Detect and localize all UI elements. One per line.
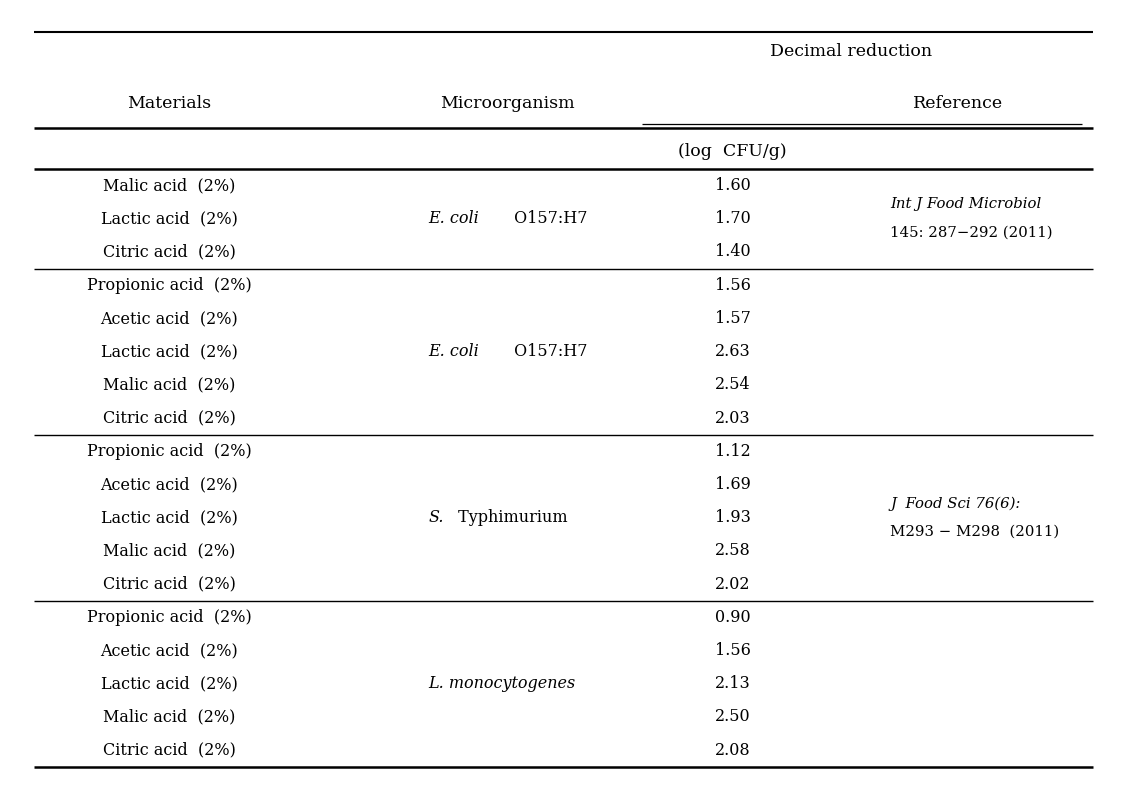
Text: 2.50: 2.50 — [715, 709, 751, 725]
Text: 2.03: 2.03 — [715, 410, 751, 426]
Text: Microorganism: Microorganism — [440, 95, 575, 112]
Text: 1.40: 1.40 — [715, 244, 751, 261]
Text: 1.69: 1.69 — [715, 476, 751, 493]
Text: 0.90: 0.90 — [715, 609, 751, 626]
Text: Citric acid  (2%): Citric acid (2%) — [103, 244, 236, 261]
Text: Propionic acid  (2%): Propionic acid (2%) — [87, 277, 251, 293]
Text: 1.56: 1.56 — [715, 642, 751, 659]
Text: (log  CFU/g): (log CFU/g) — [678, 143, 787, 160]
Text: Citric acid  (2%): Citric acid (2%) — [103, 410, 236, 426]
Text: L. monocytogenes: L. monocytogenes — [428, 675, 576, 692]
Text: E. coli: E. coli — [428, 210, 479, 227]
Text: M293 − M298  (2011): M293 − M298 (2011) — [890, 525, 1059, 539]
Text: Lactic acid  (2%): Lactic acid (2%) — [100, 509, 238, 526]
Text: O157:H7: O157:H7 — [509, 344, 588, 360]
Text: Malic acid  (2%): Malic acid (2%) — [103, 177, 236, 194]
Text: Acetic acid  (2%): Acetic acid (2%) — [100, 476, 238, 493]
Text: 145: 287−292 (2011): 145: 287−292 (2011) — [890, 226, 1053, 240]
Text: 1.70: 1.70 — [715, 210, 751, 227]
Text: 2.58: 2.58 — [715, 543, 751, 559]
Text: 1.12: 1.12 — [715, 443, 751, 460]
Text: J  Food Sci 76(6):: J Food Sci 76(6): — [890, 496, 1021, 511]
Text: 2.08: 2.08 — [715, 742, 751, 759]
Text: O157:H7: O157:H7 — [509, 210, 588, 227]
Text: 2.13: 2.13 — [715, 675, 751, 692]
Text: Reference: Reference — [913, 95, 1003, 112]
Text: Citric acid  (2%): Citric acid (2%) — [103, 742, 236, 759]
Text: 1.56: 1.56 — [715, 277, 751, 293]
Text: S.: S. — [428, 509, 444, 526]
Text: Materials: Materials — [127, 95, 211, 112]
Text: Acetic acid  (2%): Acetic acid (2%) — [100, 310, 238, 327]
Text: Int J Food Microbiol: Int J Food Microbiol — [890, 198, 1041, 211]
Text: Decimal reduction: Decimal reduction — [770, 43, 932, 61]
Text: 2.63: 2.63 — [715, 344, 751, 360]
Text: Propionic acid  (2%): Propionic acid (2%) — [87, 443, 251, 460]
Text: Malic acid  (2%): Malic acid (2%) — [103, 709, 236, 725]
Text: Citric acid  (2%): Citric acid (2%) — [103, 575, 236, 592]
Text: Typhimurium: Typhimurium — [453, 509, 568, 526]
Text: Lactic acid  (2%): Lactic acid (2%) — [100, 675, 238, 692]
Text: 1.60: 1.60 — [715, 177, 751, 194]
Text: 1.57: 1.57 — [715, 310, 751, 327]
Text: Malic acid  (2%): Malic acid (2%) — [103, 543, 236, 559]
Text: 2.02: 2.02 — [715, 575, 751, 592]
Text: Lactic acid  (2%): Lactic acid (2%) — [100, 210, 238, 227]
Text: 1.93: 1.93 — [715, 509, 751, 526]
Text: Propionic acid  (2%): Propionic acid (2%) — [87, 609, 251, 626]
Text: Lactic acid  (2%): Lactic acid (2%) — [100, 344, 238, 360]
Text: 2.54: 2.54 — [715, 376, 751, 393]
Text: Acetic acid  (2%): Acetic acid (2%) — [100, 642, 238, 659]
Text: E. coli: E. coli — [428, 344, 479, 360]
Text: Malic acid  (2%): Malic acid (2%) — [103, 376, 236, 393]
